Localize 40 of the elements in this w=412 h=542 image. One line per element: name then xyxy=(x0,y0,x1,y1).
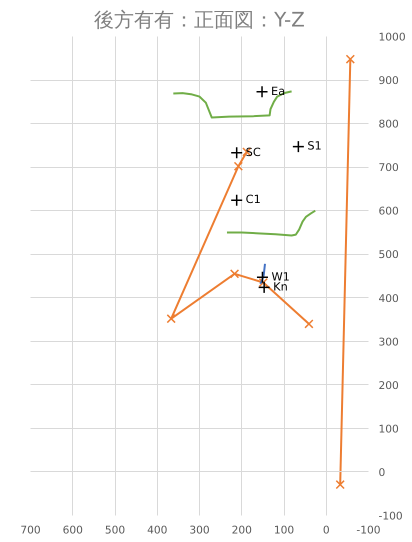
y-tick-label: 600 xyxy=(378,204,400,218)
point xyxy=(292,140,305,153)
y-tick-label: 300 xyxy=(378,335,400,348)
point xyxy=(256,86,268,98)
x-tick-label: 500 xyxy=(104,524,126,536)
point xyxy=(258,281,270,294)
point xyxy=(166,314,176,324)
point xyxy=(234,162,244,171)
y-tick-label: 800 xyxy=(378,118,400,131)
x-tick-label: 100 xyxy=(274,524,294,536)
y-tick-label: 0 xyxy=(378,466,386,479)
x-tick-label: 0 xyxy=(322,524,330,536)
y-tick-label: 900 xyxy=(378,74,400,88)
y-tick-label: 100 xyxy=(378,422,400,436)
x-tick-label: 300 xyxy=(189,524,210,536)
annotation: Ea xyxy=(271,84,286,98)
chart-title: 後方有有：正面図：Y-Z xyxy=(94,8,305,32)
y-tick-label: 700 xyxy=(378,161,400,174)
point xyxy=(336,480,345,490)
point xyxy=(346,54,355,64)
line-series xyxy=(259,262,266,285)
y-tick-label: 1000 xyxy=(378,30,406,44)
y-tick-label: 400 xyxy=(378,292,400,305)
y-tick-label: -100 xyxy=(378,510,403,522)
y-tick-label: 200 xyxy=(378,378,400,392)
point xyxy=(230,269,240,278)
point xyxy=(258,278,268,288)
line-series xyxy=(226,210,316,237)
point xyxy=(256,271,269,284)
x-tick-label: 700 xyxy=(20,524,41,536)
x-tick-label: 200 xyxy=(232,524,252,536)
annotation: S1 xyxy=(307,138,322,153)
x-tick-label: -100 xyxy=(356,524,381,536)
annotation: C1 xyxy=(246,192,261,206)
y-tick-label: 500 xyxy=(378,248,400,262)
point xyxy=(230,146,243,160)
point xyxy=(230,194,243,206)
x-tick-label: 400 xyxy=(147,524,168,536)
point xyxy=(304,319,314,329)
x-tick-label: 600 xyxy=(62,524,84,536)
